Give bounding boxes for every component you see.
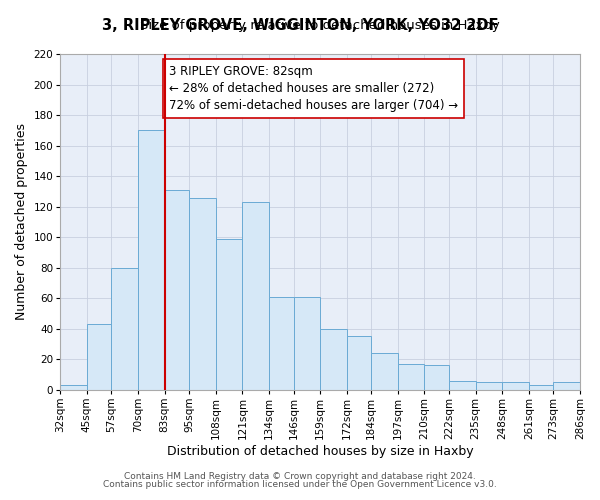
Bar	[476, 382, 502, 390]
Text: Contains public sector information licensed under the Open Government Licence v3: Contains public sector information licen…	[103, 480, 497, 489]
Text: 3 RIPLEY GROVE: 82sqm
← 28% of detached houses are smaller (272)
72% of semi-det: 3 RIPLEY GROVE: 82sqm ← 28% of detached …	[169, 64, 458, 112]
Bar	[269, 296, 293, 390]
Bar	[553, 382, 580, 390]
Title: Size of property relative to detached houses in Haxby: Size of property relative to detached ho…	[140, 19, 500, 32]
Bar	[87, 324, 112, 390]
Bar	[164, 190, 189, 390]
Bar	[293, 296, 320, 390]
Bar	[347, 336, 371, 390]
Text: 3, RIPLEY GROVE, WIGGINTON, YORK, YO32 2DF: 3, RIPLEY GROVE, WIGGINTON, YORK, YO32 2…	[102, 18, 498, 32]
Y-axis label: Number of detached properties: Number of detached properties	[15, 124, 28, 320]
Bar	[242, 202, 269, 390]
Bar	[60, 386, 87, 390]
Bar	[216, 238, 242, 390]
Bar	[424, 366, 449, 390]
Bar	[320, 329, 347, 390]
Bar	[529, 386, 553, 390]
Bar	[371, 353, 398, 390]
Bar	[449, 380, 476, 390]
Bar	[502, 382, 529, 390]
Bar	[138, 130, 164, 390]
X-axis label: Distribution of detached houses by size in Haxby: Distribution of detached houses by size …	[167, 444, 473, 458]
Bar	[398, 364, 424, 390]
Text: Contains HM Land Registry data © Crown copyright and database right 2024.: Contains HM Land Registry data © Crown c…	[124, 472, 476, 481]
Bar	[112, 268, 138, 390]
Bar	[189, 198, 216, 390]
